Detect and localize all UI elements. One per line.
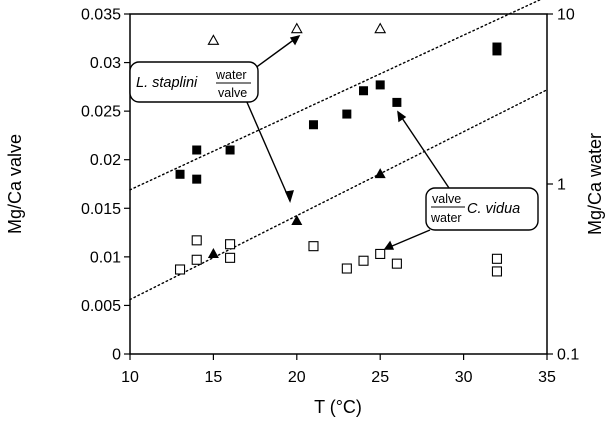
point-open-square	[174, 264, 186, 275]
annotation-arrows	[245, 34, 450, 250]
point-open-square	[375, 248, 386, 259]
y-tick-label-left: 0.02	[90, 152, 121, 169]
y-tick-label-left: 0	[112, 347, 121, 364]
y-axis-title-left: Mg/Ca valve	[5, 134, 25, 234]
point-filled-square	[225, 145, 235, 155]
callout-box	[129, 61, 259, 103]
y-axis-title-right: Mg/Ca water	[585, 133, 605, 235]
callout-frac-bottom: water	[430, 211, 462, 225]
arrowhead-right-to-open-square	[383, 240, 395, 250]
x-tick-label: 25	[371, 369, 389, 386]
point-open-triangle	[374, 22, 387, 34]
callout-l-staplini: L. staplini water valve	[129, 61, 259, 103]
y-tick-label-right: 0.1	[557, 347, 579, 364]
callout-box	[425, 187, 539, 231]
y-tick-label-right: 10	[557, 7, 575, 24]
point-open-square	[358, 255, 369, 266]
x-axis-title: T (°C)	[314, 397, 362, 417]
y-tick-label-left: 0.025	[81, 104, 121, 121]
x-tick-label: 10	[121, 369, 139, 386]
y-tick-label-left: 0.01	[90, 249, 121, 266]
y-tick-label-left: 0.005	[81, 298, 121, 315]
arrow-right-to-filled-square	[397, 111, 450, 189]
y-tick-label-left: 0.03	[90, 55, 121, 72]
point-filled-triangle	[374, 168, 386, 179]
arrow-left-to-filled-triangle	[245, 99, 291, 202]
point-open-square	[391, 258, 402, 269]
point-filled-square	[392, 97, 402, 107]
callout-species-label: L. staplini	[136, 75, 198, 91]
callout-frac-top: valve	[432, 192, 461, 206]
point-filled-square	[342, 109, 352, 119]
point-filled-square	[492, 46, 502, 56]
trendline-1	[129, 0, 542, 191]
x-tick-label: 35	[538, 369, 556, 386]
point-open-square	[225, 239, 236, 250]
callout-frac-top: water	[215, 68, 247, 82]
point-open-triangle	[290, 22, 303, 34]
arrowhead-left-to-filled-triangle	[284, 190, 294, 204]
point-open-square	[225, 252, 236, 263]
y-tick-label-right: 1	[557, 177, 566, 194]
callout-species-label: C. vidua	[467, 201, 520, 217]
arrow-right-to-open-square	[384, 229, 431, 250]
point-filled-square	[192, 145, 202, 155]
x-tick-label: 15	[205, 369, 223, 386]
callout-c-vidua: valve water C. vidua	[425, 187, 539, 231]
point-filled-triangle	[207, 248, 219, 259]
x-tick-label: 20	[288, 369, 306, 386]
point-filled-square	[375, 80, 385, 90]
point-filled-square	[308, 120, 318, 130]
point-filled-triangle	[291, 214, 303, 225]
y-tick-label-left: 0.015	[81, 201, 121, 218]
point-filled-square	[359, 86, 369, 96]
arrowhead-left-to-open-triangle	[289, 34, 301, 46]
point-filled-square	[175, 169, 185, 179]
point-open-triangle	[207, 34, 220, 45]
data-points	[174, 22, 503, 277]
point-open-square	[491, 266, 503, 277]
point-open-square	[191, 254, 202, 265]
x-tick-label: 30	[455, 369, 473, 386]
y-tick-label-left: 0.035	[81, 7, 121, 24]
callout-frac-bottom: valve	[218, 86, 247, 100]
axes: 10 15 20 25 30 35 0 0.005 0.01 0.015 0.02 0.025 0.03…	[81, 7, 579, 387]
point-open-square	[491, 253, 503, 264]
arrowhead-right-to-filled-square	[397, 110, 407, 123]
point-open-square	[191, 235, 202, 246]
point-filled-square	[192, 174, 202, 184]
point-open-square	[308, 241, 319, 252]
point-open-square	[341, 263, 352, 274]
